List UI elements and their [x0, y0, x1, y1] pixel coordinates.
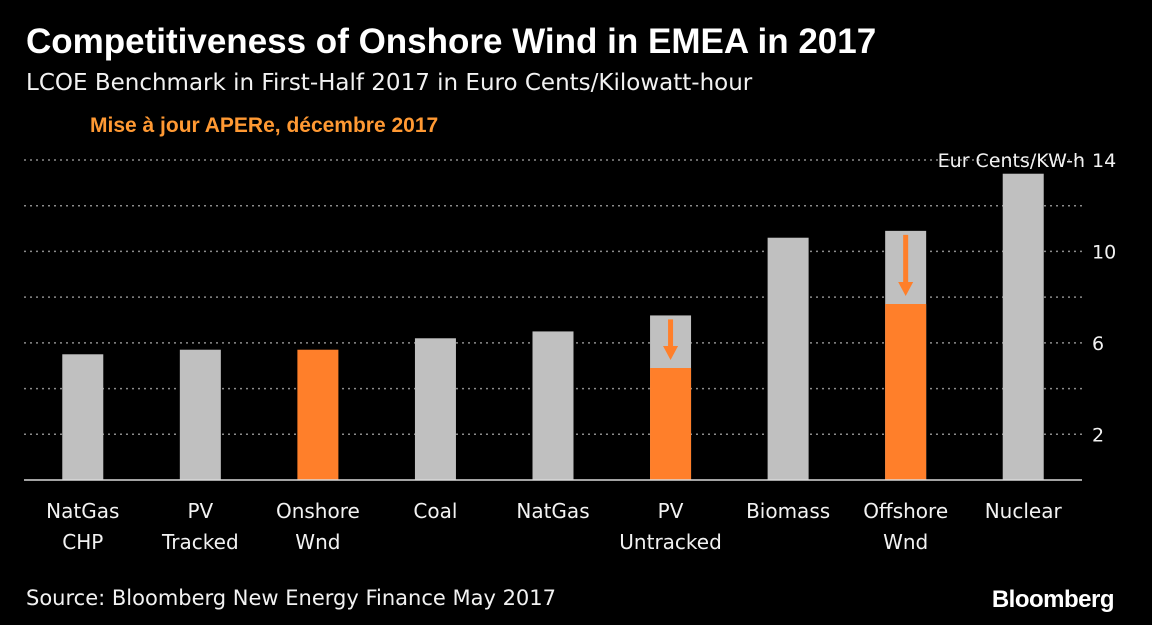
- bar: [767, 237, 809, 480]
- category-label: Wnd: [295, 530, 340, 554]
- category-label: PV: [187, 499, 213, 523]
- bloomberg-logo: Bloomberg: [991, 586, 1115, 613]
- y-tick-label: 6: [1092, 333, 1104, 355]
- category-label: PV: [658, 499, 684, 523]
- bar: [414, 338, 456, 480]
- bars: [62, 173, 1044, 480]
- bar: [297, 349, 339, 480]
- unit-label: Eur Cents/KW-h: [938, 150, 1085, 172]
- category-label: Untracked: [619, 530, 722, 554]
- category-label: NatGas: [516, 499, 589, 523]
- bar: [1002, 173, 1044, 480]
- down-arrow-icon: [663, 319, 679, 360]
- bar-reduced-segment: [650, 368, 692, 480]
- bar: [179, 349, 221, 480]
- bar: [62, 354, 104, 480]
- category-label: Wnd: [883, 530, 928, 554]
- bar-reduced-segment: [885, 304, 927, 480]
- category-label: NatGas: [46, 499, 119, 523]
- y-tick-label: 10: [1092, 241, 1116, 263]
- category-label: Offshore: [863, 499, 948, 523]
- category-label: Nuclear: [985, 499, 1063, 523]
- category-label: Tracked: [161, 530, 239, 554]
- category-label: Biomass: [746, 499, 830, 523]
- y-tick-label: 14: [1092, 150, 1116, 172]
- category-label: Onshore: [276, 499, 360, 523]
- category-label: Coal: [413, 499, 457, 523]
- chart-title: Competitiveness of Onshore Wind in EMEA …: [26, 22, 877, 61]
- chart-subtitle: LCOE Benchmark in First-Half 2017 in Eur…: [26, 70, 753, 96]
- update-annotation: Mise à jour APERe, décembre 2017: [90, 114, 439, 137]
- source-note: Source: Bloomberg New Energy Finance May…: [26, 586, 557, 610]
- labels: 2 6 10 14 Eur Cents/KW-h NatGas CHP PV Tracked On…: [46, 150, 1116, 554]
- down-arrow-icon: [898, 234, 914, 296]
- bar: [532, 331, 574, 480]
- y-tick-label: 2: [1092, 424, 1104, 446]
- category-label: CHP: [62, 530, 103, 554]
